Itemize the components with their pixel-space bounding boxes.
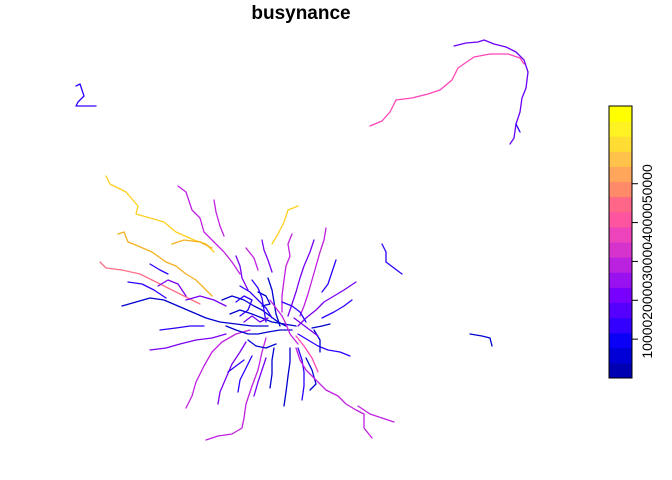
route-segment	[311, 323, 331, 329]
route-segment	[293, 317, 319, 337]
route-segment	[283, 347, 291, 407]
route-segment	[185, 295, 227, 307]
route-segment	[237, 355, 253, 393]
route-segment	[257, 291, 271, 307]
legend-color-step	[609, 302, 632, 319]
legend-color-step	[609, 151, 632, 167]
route-segment	[105, 175, 215, 253]
route-segment	[75, 83, 97, 107]
legend-tick-label: 50000	[639, 164, 655, 203]
route-segment	[99, 261, 201, 305]
route-segment	[245, 247, 259, 271]
route-segment	[235, 295, 253, 317]
route-segment	[177, 185, 241, 275]
route-segment	[321, 299, 353, 319]
legend-color-bar	[609, 106, 632, 379]
route-segment	[253, 357, 267, 397]
route-segment	[221, 295, 287, 327]
legend-color-step	[609, 121, 632, 137]
route-segment	[313, 329, 321, 353]
route-segment	[159, 325, 205, 331]
route-segment	[213, 199, 225, 237]
route-segment	[251, 279, 267, 323]
route-segment	[299, 227, 327, 317]
route-segment	[75, 83, 81, 87]
route-segment	[269, 299, 299, 345]
route-segment	[185, 329, 251, 409]
route-segment	[453, 39, 529, 145]
route-segment	[227, 359, 245, 373]
route-segment	[369, 53, 525, 127]
route-segment	[469, 333, 493, 347]
route-segment	[217, 341, 247, 405]
route-segment	[281, 301, 307, 323]
legend-color-step	[609, 362, 632, 379]
legend-tick-label: 30000	[639, 242, 655, 281]
route-segment	[267, 277, 281, 327]
legend-tick-label: 20000	[639, 281, 655, 320]
route-segment	[297, 347, 305, 401]
route-segment	[381, 243, 403, 275]
legend-color-step	[609, 332, 632, 349]
legend-color-step	[609, 196, 632, 213]
legend-color-step	[609, 226, 632, 243]
route-segment	[239, 285, 273, 319]
route-segment	[127, 281, 167, 299]
legend-color-step	[609, 211, 632, 228]
route-segment	[149, 263, 169, 275]
route-segment	[271, 205, 299, 245]
route-segment	[295, 335, 319, 373]
route-segment	[171, 239, 213, 249]
legend-color-step	[609, 272, 632, 288]
route-segment	[149, 333, 227, 351]
legend-frame	[608, 105, 633, 379]
legend-color-step	[609, 242, 632, 258]
legend-color-step	[609, 347, 632, 364]
route-segment	[229, 309, 297, 327]
route-segment	[269, 347, 275, 389]
route-segment	[297, 281, 357, 327]
route-segment	[205, 337, 267, 441]
legend-color-step	[609, 181, 632, 198]
route-segment	[321, 259, 337, 293]
route-segment	[225, 325, 293, 335]
route-segment	[295, 347, 373, 439]
route-segment	[121, 297, 269, 327]
route-segment	[243, 315, 269, 323]
route-segment	[117, 231, 213, 297]
route-segment	[235, 255, 249, 291]
route-segment	[305, 357, 317, 391]
legend-tick-label: 40000	[639, 203, 655, 242]
legend-tick-label: 10000	[639, 319, 655, 358]
route-segment	[515, 123, 521, 133]
legend-color-step	[609, 287, 632, 303]
route-segment	[297, 333, 351, 357]
transit-network	[75, 39, 529, 441]
route-segment	[261, 239, 273, 273]
route-segment	[281, 233, 293, 313]
legend-color-step	[609, 106, 632, 122]
route-segment	[247, 339, 277, 349]
legend-color-step	[609, 136, 632, 152]
route-segment	[287, 239, 315, 317]
map-title: busynance	[251, 3, 350, 24]
legend-color-step	[609, 257, 632, 273]
route-segment	[157, 279, 187, 297]
route-segment	[357, 405, 395, 423]
legend-color-step	[609, 317, 632, 334]
legend-color-step	[609, 166, 632, 183]
